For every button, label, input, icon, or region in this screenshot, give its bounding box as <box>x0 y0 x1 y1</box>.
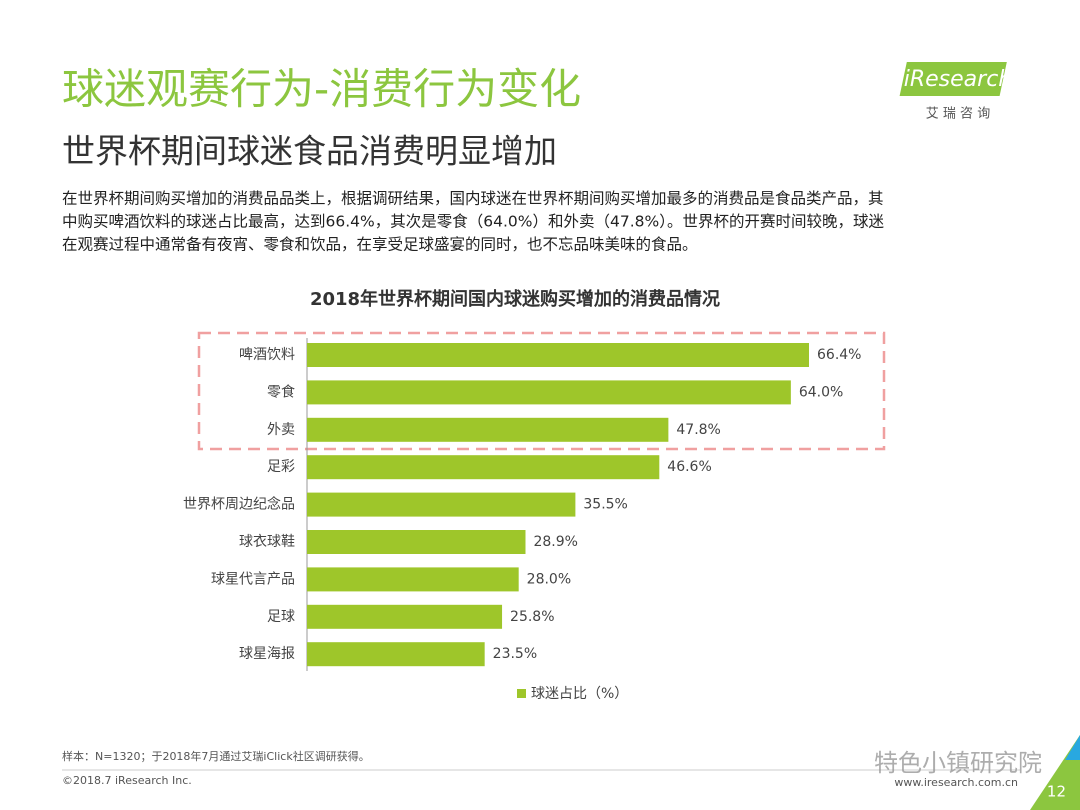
paragraph-line: 在观赛过程中通常备有夜宵、零食和饮品，在享受足球盛宴的同时，也不忘品味美味的食品… <box>62 235 698 254</box>
bar <box>307 604 503 629</box>
logo-bg <box>899 62 1007 96</box>
bar <box>307 455 660 480</box>
value-label: 23.5% <box>493 646 537 662</box>
watermark: 特色小镇研究院 <box>874 749 1042 777</box>
category-label: 足彩 <box>267 459 295 475</box>
category-label: 球星代言产品 <box>211 571 295 587</box>
bar <box>307 380 791 405</box>
category-label: 球星海报 <box>239 646 295 662</box>
value-label: 46.6% <box>667 459 711 475</box>
chart-title: 2018年世界杯期间国内球迷购买增加的消费品情况 <box>310 288 720 310</box>
value-label: 47.8% <box>676 422 720 438</box>
corner-accent <box>1065 735 1080 760</box>
paragraph-line: 中购买啤酒饮料的球迷占比最高，达到66.4%，其次是零食（64.0%）和外卖（4… <box>62 212 884 231</box>
bar <box>307 642 485 667</box>
bar <box>307 417 669 442</box>
value-label: 64.0% <box>799 384 843 400</box>
value-label: 25.8% <box>510 609 554 625</box>
category-label: 足球 <box>267 609 295 625</box>
bar <box>307 492 576 517</box>
footer-note: 样本：N=1320；于2018年7月通过艾瑞iClick社区调研获得。 <box>62 749 370 763</box>
copyright: ©2018.7 iResearch Inc. <box>62 774 192 787</box>
value-label: 35.5% <box>583 497 627 513</box>
category-label: 世界杯周边纪念品 <box>183 496 295 513</box>
logo-cn: 艾 瑞 咨 询 <box>926 107 990 122</box>
value-label: 28.9% <box>533 534 577 550</box>
paragraph-line: 在世界杯期间购买增加的消费品品类上，根据调研结果，国内球迷在世界杯期间购买增加最… <box>62 190 884 208</box>
bar <box>307 343 809 367</box>
slide-subtitle: 世界杯期间球迷食品消费明显增加 <box>62 132 557 171</box>
category-label: 外卖 <box>267 422 295 438</box>
page-number: 12 <box>1047 783 1066 801</box>
value-label: 28.0% <box>527 571 571 587</box>
legend-label: 球迷占比（%） <box>531 686 628 702</box>
bar <box>307 567 519 592</box>
corner-triangle <box>1030 735 1080 810</box>
legend-swatch <box>517 689 526 698</box>
highlight-box <box>197 331 886 451</box>
value-label: 66.4% <box>817 347 861 363</box>
category-label: 零食 <box>267 383 295 400</box>
category-label: 球衣球鞋 <box>239 534 295 550</box>
category-label: 啤酒饮料 <box>239 347 295 363</box>
footer-url: www.iresearch.com.cn <box>894 776 1018 789</box>
slide-title: 球迷观赛行为-消费行为变化 <box>62 65 581 114</box>
logo-name: iResearch <box>904 67 1013 92</box>
bar <box>307 530 526 554</box>
